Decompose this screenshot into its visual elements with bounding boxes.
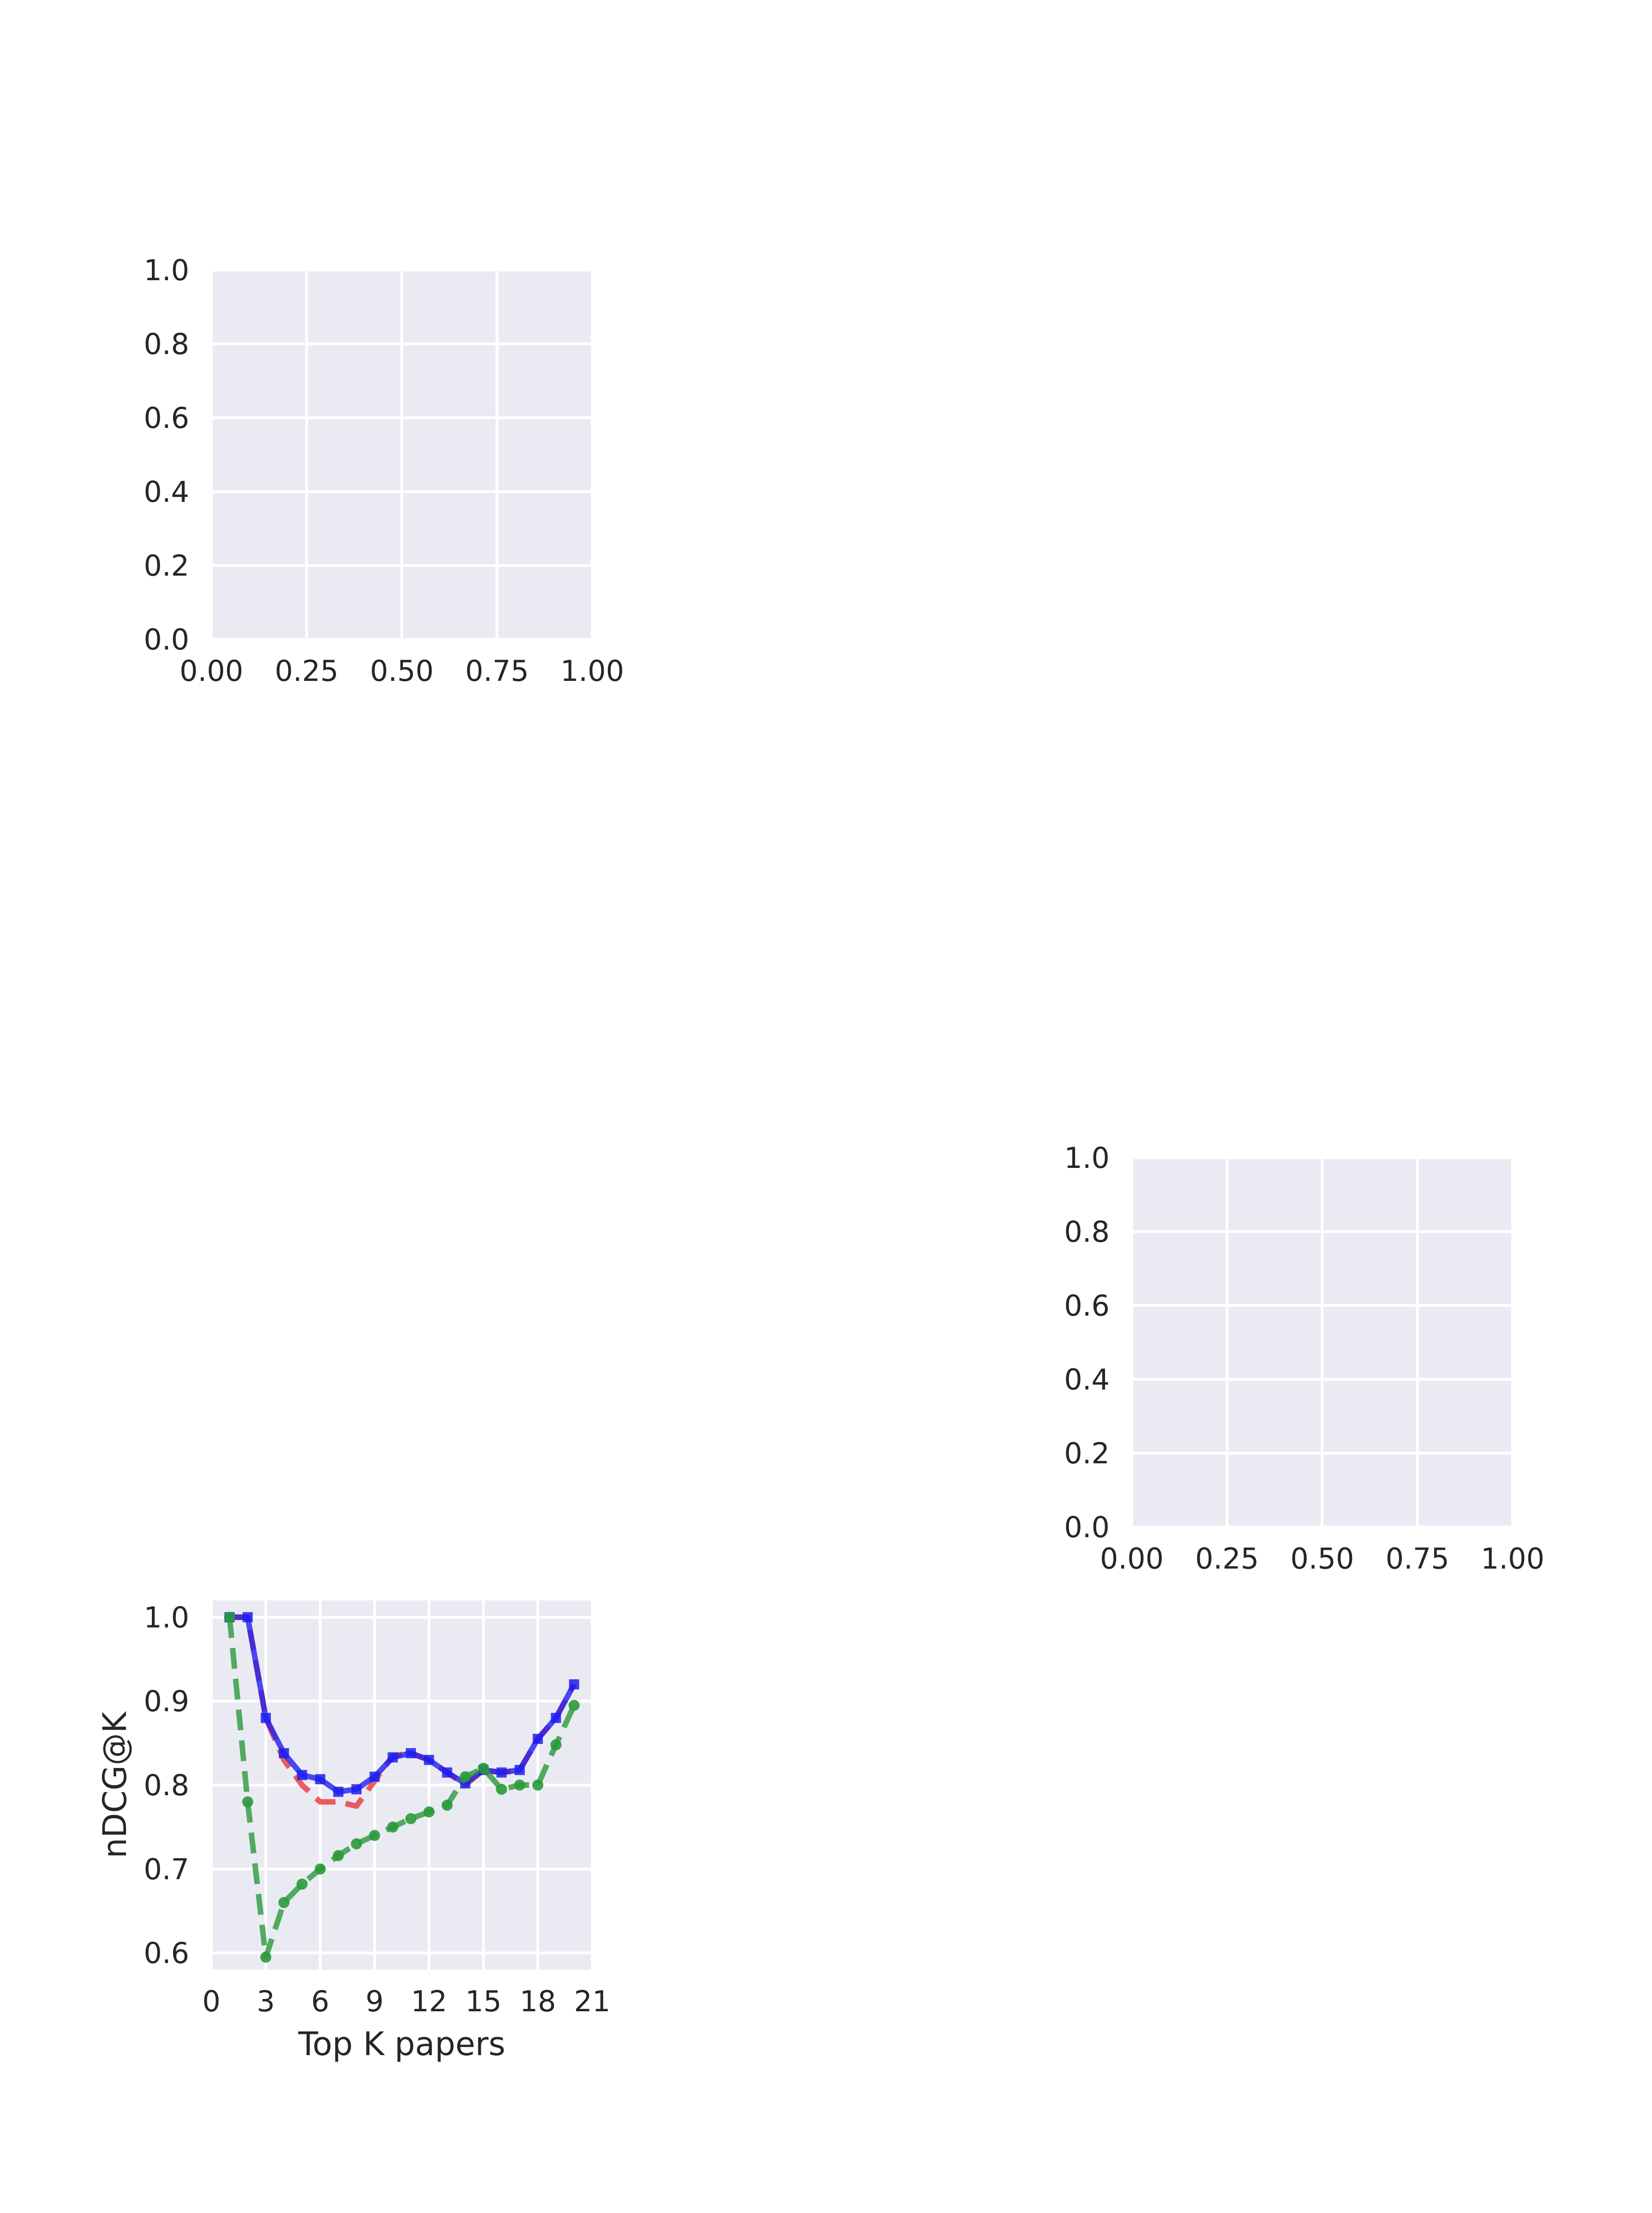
y-tick-label: 0.2 — [1064, 1437, 1110, 1470]
series-2-point — [242, 1612, 253, 1623]
series-3-point — [278, 1897, 290, 1908]
series-2-point — [315, 1774, 325, 1785]
y-tick-label: 0.9 — [144, 1684, 189, 1718]
series-3-point — [260, 1951, 271, 1963]
series-2-point — [297, 1770, 307, 1780]
y-tick-label: 0.2 — [144, 549, 189, 583]
series-3-point — [351, 1838, 362, 1850]
series-3-point — [369, 1830, 380, 1841]
x-tick-label: 0.50 — [1290, 1542, 1354, 1576]
y-tick-label: 0.8 — [144, 327, 189, 361]
x-tick-label: 18 — [520, 1984, 556, 2018]
series-3-point — [314, 1863, 326, 1875]
series-3-point — [333, 1850, 344, 1861]
x-tick-label: 9 — [366, 1984, 384, 2018]
x-tick-label: 6 — [311, 1984, 329, 2018]
x-tick-label: 1.00 — [560, 654, 624, 688]
series-2-point — [569, 1679, 579, 1690]
series-3-point — [496, 1784, 507, 1795]
series-2-point — [442, 1767, 452, 1778]
series-3-point — [224, 1612, 235, 1623]
series-3-point — [242, 1796, 253, 1808]
x-tick-label: 0 — [202, 1984, 220, 2018]
series-2-point — [387, 1752, 398, 1762]
series-3-point — [532, 1780, 544, 1791]
y-tick-label: 1.0 — [1064, 1141, 1110, 1175]
series-2-point — [496, 1767, 507, 1778]
x-tick-label: 1.00 — [1481, 1542, 1544, 1576]
series-2-point — [551, 1713, 561, 1723]
y-tick-label: 1.0 — [144, 253, 189, 287]
x-tick-label: 0.50 — [370, 654, 433, 688]
y-tick-label: 0.6 — [144, 1936, 189, 1970]
series-2-point — [406, 1748, 416, 1758]
series-3-point — [460, 1771, 471, 1782]
series-2-point — [333, 1786, 343, 1797]
series-2-point — [279, 1748, 289, 1758]
y-tick-label: 0.8 — [1064, 1215, 1110, 1249]
x-tick-label: 0.25 — [275, 654, 338, 688]
x-tick-label: 12 — [411, 1984, 447, 2018]
y-tick-label: 0.4 — [144, 475, 189, 509]
series-3-point — [296, 1878, 308, 1890]
series-3-point — [441, 1799, 453, 1811]
x-tick-label: 3 — [257, 1984, 275, 2018]
series-2-point — [351, 1784, 362, 1795]
series-2-point — [369, 1771, 380, 1782]
series-3-point — [550, 1739, 562, 1750]
chart-1: 0.00 0.25 0.50 0.75 1.00 0.0 0.2 0.4 0.6 0.8 1.0 — [144, 253, 624, 688]
y-tick-label: 0.0 — [144, 623, 189, 656]
y-tick-label: 1.0 — [144, 1600, 189, 1634]
series-3-point — [405, 1813, 417, 1824]
series-3-point — [514, 1780, 525, 1791]
x-axis-label: Top K papers — [298, 2025, 505, 2063]
series-3-point — [387, 1821, 398, 1833]
y-axis-label: nDCG@K — [96, 1711, 134, 1858]
x-tick-label: 0.00 — [180, 654, 243, 688]
x-tick-label: 15 — [465, 1984, 502, 2018]
y-tick-label: 0.7 — [144, 1852, 189, 1886]
y-tick-label: 0.0 — [1064, 1510, 1110, 1544]
chart-3: 0 3 6 9 12 15 18 21 0.6 0.7 0.8 0.9 1.0 Top K papers n… — [96, 1600, 610, 2063]
series-2-point — [533, 1734, 543, 1744]
y-tick-label: 0.6 — [1064, 1289, 1110, 1323]
series-3-point — [568, 1700, 580, 1711]
y-tick-label: 0.6 — [144, 401, 189, 435]
x-tick-label: 0.25 — [1195, 1542, 1259, 1576]
x-tick-label: 0.00 — [1100, 1542, 1164, 1576]
x-tick-label: 0.75 — [465, 654, 529, 688]
series-2-point — [424, 1755, 434, 1765]
x-tick-label: 21 — [574, 1984, 611, 2018]
series-2-point — [260, 1713, 271, 1723]
chart-2: 0.00 0.25 0.50 0.75 1.00 0.0 0.2 0.4 0.6 0.8 1.0 — [1064, 1141, 1544, 1576]
series-2-point — [514, 1765, 525, 1775]
x-tick-label: 0.75 — [1386, 1542, 1449, 1576]
series-3-point — [423, 1806, 435, 1818]
y-tick-label: 0.8 — [144, 1768, 189, 1802]
series-3-point — [478, 1762, 489, 1774]
y-tick-label: 0.4 — [1064, 1363, 1110, 1396]
